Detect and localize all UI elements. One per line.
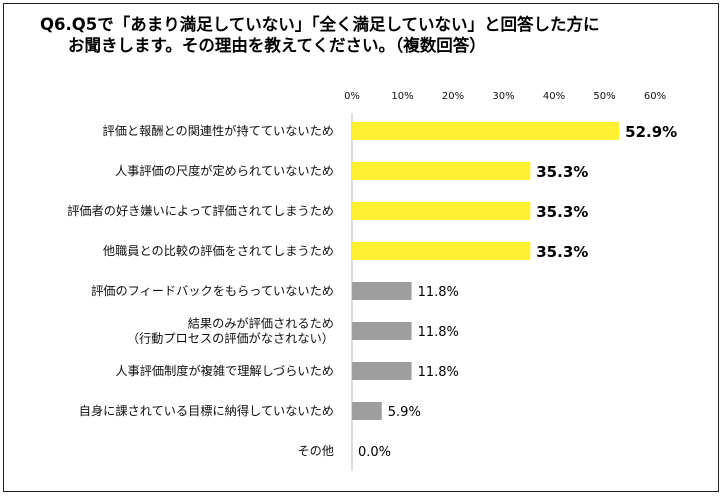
bar: [352, 402, 382, 420]
chart-title: Q6.Q5で「あまり満足していない」「全く満足していない」と回答した方に お聞き…: [40, 14, 700, 56]
x-tick-label: 30%: [492, 91, 514, 102]
category-label-line: （行動プロセスの評価がなされない）: [127, 331, 334, 346]
category-label: 自身に課されている目標に納得していないため: [79, 403, 334, 418]
category-label: 他職員との比較の評価をされてしまうため: [103, 243, 334, 258]
bar: [352, 122, 620, 140]
data-label: 11.8%: [418, 325, 459, 340]
data-label: 0.0%: [358, 445, 391, 460]
category-label: その他: [297, 444, 334, 458]
data-label: 11.8%: [418, 285, 459, 300]
category-label-line: 結果のみが評価されるため: [188, 316, 334, 331]
x-tick-label: 10%: [391, 91, 413, 102]
data-label: 5.9%: [388, 405, 421, 420]
x-tick-label: 50%: [593, 91, 615, 102]
data-label: 35.3%: [536, 163, 588, 181]
category-label: 評価者の好き嫌いによって評価されてしまうため: [67, 203, 334, 218]
bar: [352, 282, 412, 300]
chart-title-line1: Q6.Q5で「あまり満足していない」「全く満足していない」と回答した方に: [40, 15, 600, 34]
category-label: 人事評価の尺度が定められていないため: [115, 163, 334, 178]
category-label: 人事評価制度が複雑で理解しづらいため: [115, 363, 334, 378]
x-tick-label: 60%: [644, 91, 666, 102]
bar: [352, 362, 412, 380]
x-tick-label: 20%: [442, 91, 464, 102]
bar: [352, 322, 412, 340]
bar: [352, 242, 531, 260]
chart-title-line2: お聞きします。その理由を教えてください。（複数回答）: [68, 36, 486, 55]
category-label: 評価のフィードバックをもらっていないため: [91, 283, 334, 298]
data-label: 35.3%: [536, 243, 588, 261]
category-label: 評価と報酬との関連性が持てていないため: [103, 123, 334, 138]
bar: [352, 162, 531, 180]
bar: [352, 202, 531, 220]
data-label: 11.8%: [418, 365, 459, 380]
x-tick-label: 40%: [543, 91, 565, 102]
data-label: 35.3%: [536, 203, 588, 221]
x-tick-label: 0%: [344, 91, 360, 102]
data-label: 52.9%: [625, 123, 677, 141]
